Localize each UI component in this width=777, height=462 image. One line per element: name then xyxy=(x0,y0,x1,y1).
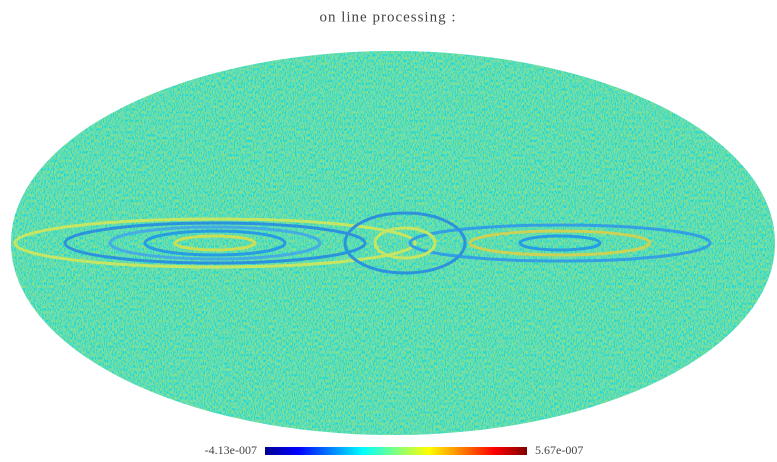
colorbar xyxy=(265,447,527,455)
colorbar-min-label: -4.13e-007 xyxy=(205,443,257,457)
equator-rings xyxy=(13,211,712,275)
chart-title: on line processing : xyxy=(319,9,456,25)
map-texture xyxy=(11,51,775,435)
map xyxy=(11,51,775,435)
colorbar-max-label: 5.67e-007 xyxy=(535,443,583,457)
